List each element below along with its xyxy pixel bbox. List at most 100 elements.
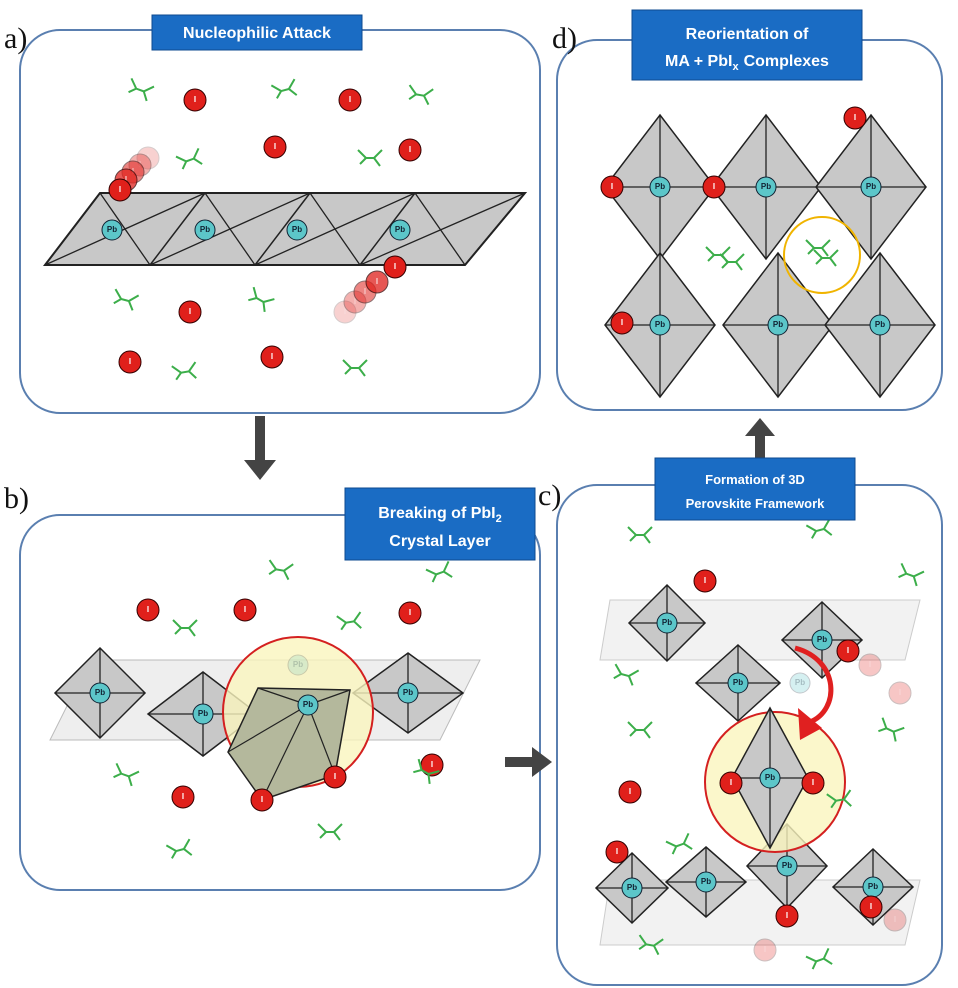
ma-molecule [317,823,343,841]
atom-label: Pb [733,678,743,687]
ma-molecule [342,359,368,377]
ma-molecule [627,721,653,739]
ma-molecule [270,78,298,99]
panel-label: c) [538,479,561,512]
atom-label: I [271,352,273,361]
iodine-atom [775,904,799,928]
atom-label: I [812,778,814,787]
ma-molecule [898,562,925,587]
atom-label: Pb [107,225,117,234]
lead-atom [621,877,643,899]
ma-molecule [665,832,693,855]
iodine-atom [843,106,867,130]
bond [44,192,101,266]
lead-atom [297,694,319,716]
atom-label: I [713,182,715,191]
iodine-atom [183,88,207,112]
iodine-atom [108,178,132,202]
ma-molecule [172,619,198,637]
title-part: MA + PbI [665,53,732,70]
iodine-atom [323,765,347,789]
title: Reorientation of [686,26,809,43]
iodine-atom [398,601,422,625]
bond [359,192,526,266]
lead-atom [767,314,789,336]
atom-label: Pb [701,877,711,886]
atom-label: Pb [95,688,105,697]
ghost-layer [599,879,921,946]
bond [149,192,206,266]
atom-label: I [334,772,336,781]
atom-label: I [125,175,127,184]
title: Crystal Layer [389,533,490,550]
atom-label: I [894,915,896,924]
ma-molecule [627,526,653,544]
iodine-atom [178,300,202,324]
iodine-atom [605,840,629,864]
ma-molecule [175,147,203,170]
lead-atom [755,176,777,198]
bond [254,192,311,266]
lead-atom [860,176,882,198]
atom-label: Pb [866,182,876,191]
atom-label: Pb [662,618,672,627]
atom-label: I [409,145,411,154]
rotation-arrow-head [798,708,822,740]
atom-label: Pb [303,700,313,709]
atom-label: Pb [403,688,413,697]
iodine-atom [836,639,860,663]
atom-label: I [899,688,901,697]
atom-label: Pb [868,882,878,891]
atom-label: Pb [817,635,827,644]
iodine-atom [118,350,142,374]
iodine-atom [719,771,743,795]
atom-label: Pb [293,660,303,669]
atom-label: Pb [782,861,792,870]
arrows [244,416,775,777]
atom-label: I [274,142,276,151]
atom-label: Pb [395,225,405,234]
atom-label: I [409,608,411,617]
atom-label: I [376,277,378,286]
ma-molecule [413,758,440,785]
iodine-atom [753,938,777,962]
atom-label: I [764,945,766,954]
atom-label: I [870,902,872,911]
ma-molecule [171,361,197,381]
atom-label: Pb [773,320,783,329]
lead-atom [397,682,419,704]
lead-atom [727,672,749,694]
lead-atom [811,629,833,651]
lead-atom [695,871,717,893]
iodine-atom [383,255,407,279]
ma-molecule [113,762,140,787]
subscript: 2 [496,513,502,525]
iodine-atom [618,780,642,804]
ma-molecule [805,239,831,257]
atom-label: I [147,153,149,162]
iodine-atom [333,300,357,324]
atom-label: Pb [875,320,885,329]
iodine-atom [250,788,274,812]
bond [254,192,416,266]
atom-label: I [189,307,191,316]
bond [307,704,336,776]
atom-label: Pb [292,225,302,234]
ma-molecule [613,663,640,686]
atom-label: I [119,185,121,194]
ma-molecule [719,253,745,271]
lead-atom [192,703,214,725]
titles: Nucleophilic Attack Reorientation of MA … [151,9,863,561]
atom-label: I [244,605,246,614]
atom-label: I [344,307,346,316]
bond [227,704,309,753]
atom-label: I [786,911,788,920]
atom-label: Pb [765,773,775,782]
atom-label: I [616,847,618,856]
ma-molecule [128,77,155,102]
atom-label: I [704,576,706,585]
atom-label: Pb [655,182,665,191]
iodine-atom [702,175,726,199]
iodine-atom [365,270,389,294]
